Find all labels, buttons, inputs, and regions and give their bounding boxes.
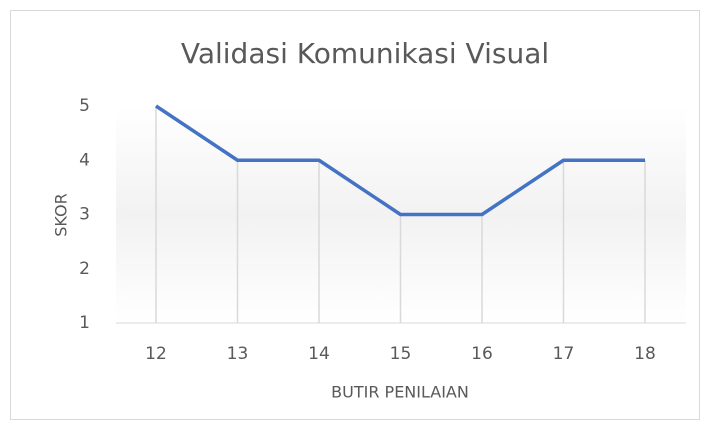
x-tick-label: 17 [553, 344, 575, 364]
x-tick-label: 14 [308, 344, 330, 364]
x-axis-label: BUTIR PENILAIAN [331, 383, 469, 402]
x-tick-label: 13 [227, 344, 249, 364]
y-tick-label: 5 [79, 96, 90, 116]
x-tick-label: 15 [390, 344, 412, 364]
y-axis-label: SKOR [52, 193, 71, 236]
y-tick-label: 1 [79, 313, 90, 333]
y-tick-label: 3 [79, 205, 90, 225]
x-tick-label: 12 [145, 344, 167, 364]
y-tick-label: 4 [79, 150, 90, 170]
chart-title: Validasi Komunikasi Visual [181, 37, 549, 70]
data-line [155, 104, 645, 217]
x-tick-label: 18 [634, 344, 656, 364]
y-tick-label: 2 [79, 259, 90, 279]
x-tick-label: 16 [471, 344, 493, 364]
